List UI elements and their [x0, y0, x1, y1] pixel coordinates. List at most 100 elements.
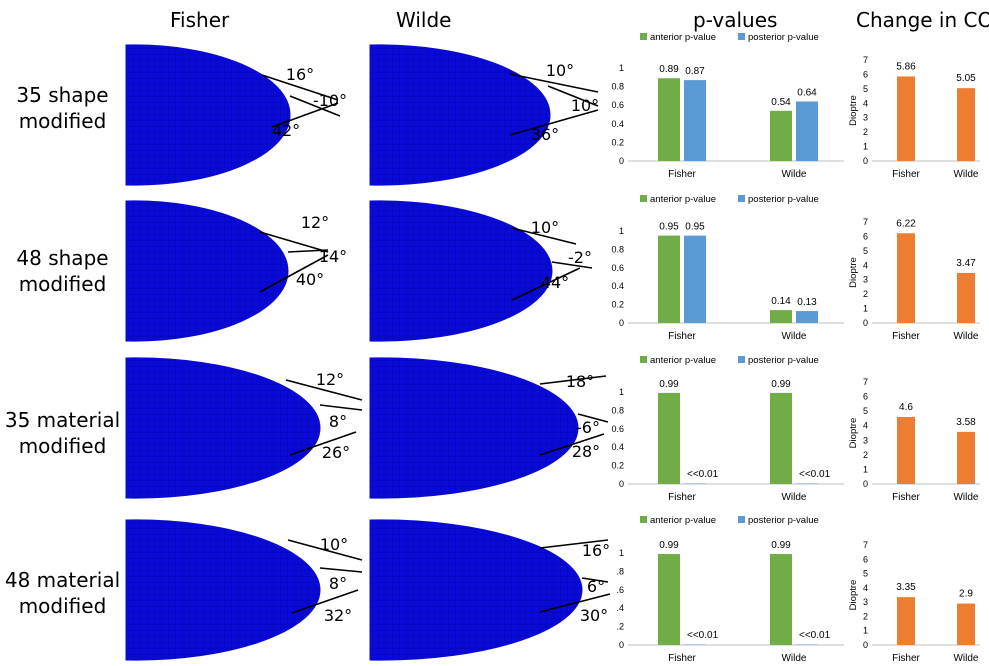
wilde-angle-label: 10°: [546, 61, 574, 80]
wilde-angle-label: 6°: [587, 577, 605, 596]
legend-label-posterior: posterior p-value: [748, 355, 819, 366]
wilde-angle-label: 30°: [580, 606, 608, 625]
pvalue-y-tick: 0.4: [611, 281, 624, 291]
pvalue-data-label: <<0.01: [799, 469, 831, 480]
pvalue-y-tick: 0: [619, 479, 624, 489]
pvalue-x-tick: Fisher: [668, 653, 696, 664]
pvalue-bar-posterior: [684, 235, 706, 323]
legend-swatch-posterior: [738, 33, 745, 40]
cop-x-tick: Fisher: [892, 169, 920, 180]
pvalue-x-tick: Wilde: [781, 653, 806, 664]
pvalue-bar-posterior: [796, 101, 818, 161]
pvalue-y-tick: 0.2: [611, 461, 624, 471]
cop-y-tick: 1: [863, 142, 868, 152]
pvalue-bar-anterior: [770, 392, 792, 484]
cop-data-label: 5.05: [956, 73, 976, 84]
fisher-angle-label: 12°: [301, 213, 329, 232]
legend-label-posterior: posterior p-value: [748, 515, 819, 526]
cop-y-tick: 1: [863, 626, 868, 636]
fisher-lens-3: [125, 357, 321, 499]
legend-label-anterior: anterior p-value: [650, 355, 716, 366]
wilde-angle-line-2-3: [511, 267, 581, 301]
fisher-angle-label: 10°: [320, 535, 348, 554]
legend-swatch-posterior: [738, 195, 745, 202]
pvalue-data-label: <<0.01: [799, 630, 831, 641]
pvalue-y-tick: 0.4: [611, 442, 624, 452]
pvalue-y-tick: 1: [619, 387, 624, 397]
fisher-angle-line-1-2: [289, 95, 341, 117]
cop-y-tick: 2: [863, 611, 868, 621]
cop-bar: [897, 233, 915, 323]
cop-data-label: 4.6: [899, 402, 913, 413]
wilde-angle-line-4-2: [581, 577, 609, 583]
legend-swatch-posterior: [738, 516, 745, 523]
pvalue-y-tick: 1: [619, 548, 624, 558]
wilde-angle-line-1-2: [547, 85, 599, 107]
wilde-lens-2: [369, 200, 553, 342]
pvalue-bar-posterior: [796, 311, 818, 323]
wilde-angle-line-3-2: [577, 413, 609, 423]
pvalue-data-label: 0.99: [659, 540, 679, 551]
cop-y-tick: 7: [863, 217, 868, 227]
pvalue-x-tick: Fisher: [668, 169, 696, 180]
fisher-angle-line-2-2: [287, 249, 329, 253]
fisher-lens-1: [125, 44, 291, 186]
legend-label-anterior: anterior p-value: [650, 515, 716, 526]
cop-y-axis-label: Dioptre: [848, 418, 859, 449]
wilde-angle-line-1-1: [509, 73, 599, 93]
wilde-angle-label: 16°: [582, 541, 610, 560]
cop-y-tick: 3: [863, 275, 868, 285]
wilde-angle-label: 36°: [531, 125, 559, 144]
cop-y-tick: 7: [863, 540, 868, 550]
fisher-angle-label: 32°: [324, 606, 352, 625]
row-label-line2: modified: [18, 594, 107, 618]
legend-swatch-anterior: [640, 516, 647, 523]
pvalue-data-label: 0.99: [771, 540, 791, 551]
pvalue-data-label: 0.95: [685, 222, 705, 233]
fisher-angle-label: 40°: [296, 270, 324, 289]
pvalue-data-label: 0.99: [659, 379, 679, 390]
wilde-angle-label: -6°: [576, 418, 600, 437]
fisher-angle-line-3-2: [319, 404, 363, 411]
wilde-angle-line-3-3: [539, 433, 605, 456]
column-header-pvalues: p-values: [693, 8, 778, 32]
fisher-angle-label: 26°: [322, 443, 350, 462]
row-label-line2: modified: [18, 272, 107, 296]
cop-y-tick: 5: [863, 569, 868, 579]
fisher-angle-line-3-3: [289, 431, 357, 456]
cop-y-tick: 0: [863, 640, 868, 650]
pvalue-y-tick: 0.6: [611, 263, 624, 273]
cop-y-tick: 3: [863, 597, 868, 607]
fisher-angle-label: 16°: [286, 65, 314, 84]
pvalue-y-tick: 0.2: [611, 300, 624, 310]
pvalue-x-tick: Wilde: [781, 492, 806, 503]
fisher-angle-label: 12°: [316, 370, 344, 389]
cop-bar: [957, 431, 975, 484]
fisher-angle-line-4-2: [319, 567, 363, 573]
pvalue-y-tick: 0.8: [611, 82, 624, 92]
pvalue-data-label: <<0.01: [687, 469, 719, 480]
cop-data-label: 6.22: [896, 218, 916, 229]
fisher-angle-line-1-1: [261, 74, 339, 101]
cop-y-tick: 6: [863, 69, 868, 79]
fisher-angle-label: -10°: [313, 91, 347, 110]
cop-bar: [897, 416, 915, 484]
cop-x-tick: Fisher: [892, 331, 920, 342]
pvalue-x-tick: Fisher: [668, 492, 696, 503]
row-label-line1: 35 material: [4, 408, 121, 432]
legend-label-anterior: anterior p-value: [650, 32, 716, 43]
cop-bar: [957, 272, 975, 323]
cop-y-tick: 5: [863, 84, 868, 94]
cop-bar: [957, 88, 975, 161]
pvalue-y-tick: 0.6: [611, 100, 624, 110]
pvalue-y-tick: .6: [616, 585, 624, 595]
cop-data-label: 2.9: [959, 589, 973, 600]
fisher-angle-line-2-3: [259, 254, 329, 293]
pvalue-data-label: 0.89: [659, 64, 679, 75]
fisher-angle-label: 8°: [329, 412, 347, 431]
cop-y-axis-label: Dioptre: [848, 95, 859, 126]
column-header-cop: Change in COP: [856, 8, 989, 32]
cop-y-tick: 4: [863, 583, 868, 593]
wilde-angle-line-4-1: [539, 539, 609, 549]
pvalue-y-tick: .4: [616, 603, 624, 613]
